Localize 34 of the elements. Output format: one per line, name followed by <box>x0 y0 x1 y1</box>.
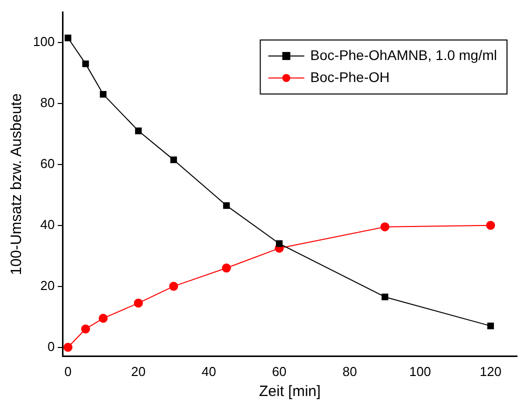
point <box>63 342 72 352</box>
y-tick-label: 40 <box>40 216 55 232</box>
x-tick-label: 80 <box>342 364 357 379</box>
y-axis-title: 100-Umsatz bzw. Ausbeute <box>8 93 26 276</box>
legend-label: Boc-Phe-OhAMNB, 1.0 mg/ml <box>310 46 498 63</box>
y-tick-label: 20 <box>40 278 55 293</box>
point <box>98 314 108 323</box>
y-tick-label: 80 <box>40 95 55 110</box>
point <box>169 282 178 291</box>
legend-label: Boc-Phe-OH <box>310 68 390 85</box>
point <box>134 298 143 308</box>
x-axis-title: Zeit [min] <box>259 383 321 400</box>
point <box>100 90 107 98</box>
point <box>486 220 496 230</box>
point <box>276 240 283 247</box>
x-tick-label: 0 <box>64 364 72 379</box>
point <box>135 128 142 134</box>
x-tick-label: 40 <box>202 364 216 379</box>
y-tick-label: 60 <box>40 156 55 171</box>
x-tick-label: 100 <box>409 364 432 379</box>
y-tick-label: 100 <box>32 34 55 50</box>
point <box>170 156 177 164</box>
point <box>222 264 231 273</box>
x-tick-label: 20 <box>131 364 146 379</box>
point <box>382 294 388 300</box>
point <box>487 322 494 330</box>
x-tick-label: 120 <box>480 364 502 379</box>
point <box>82 60 89 68</box>
x-tick-label: 60 <box>272 364 287 379</box>
y-tick-label: 0 <box>47 338 55 354</box>
point <box>223 202 230 209</box>
point <box>380 222 390 232</box>
point <box>64 34 72 42</box>
point <box>81 324 90 334</box>
